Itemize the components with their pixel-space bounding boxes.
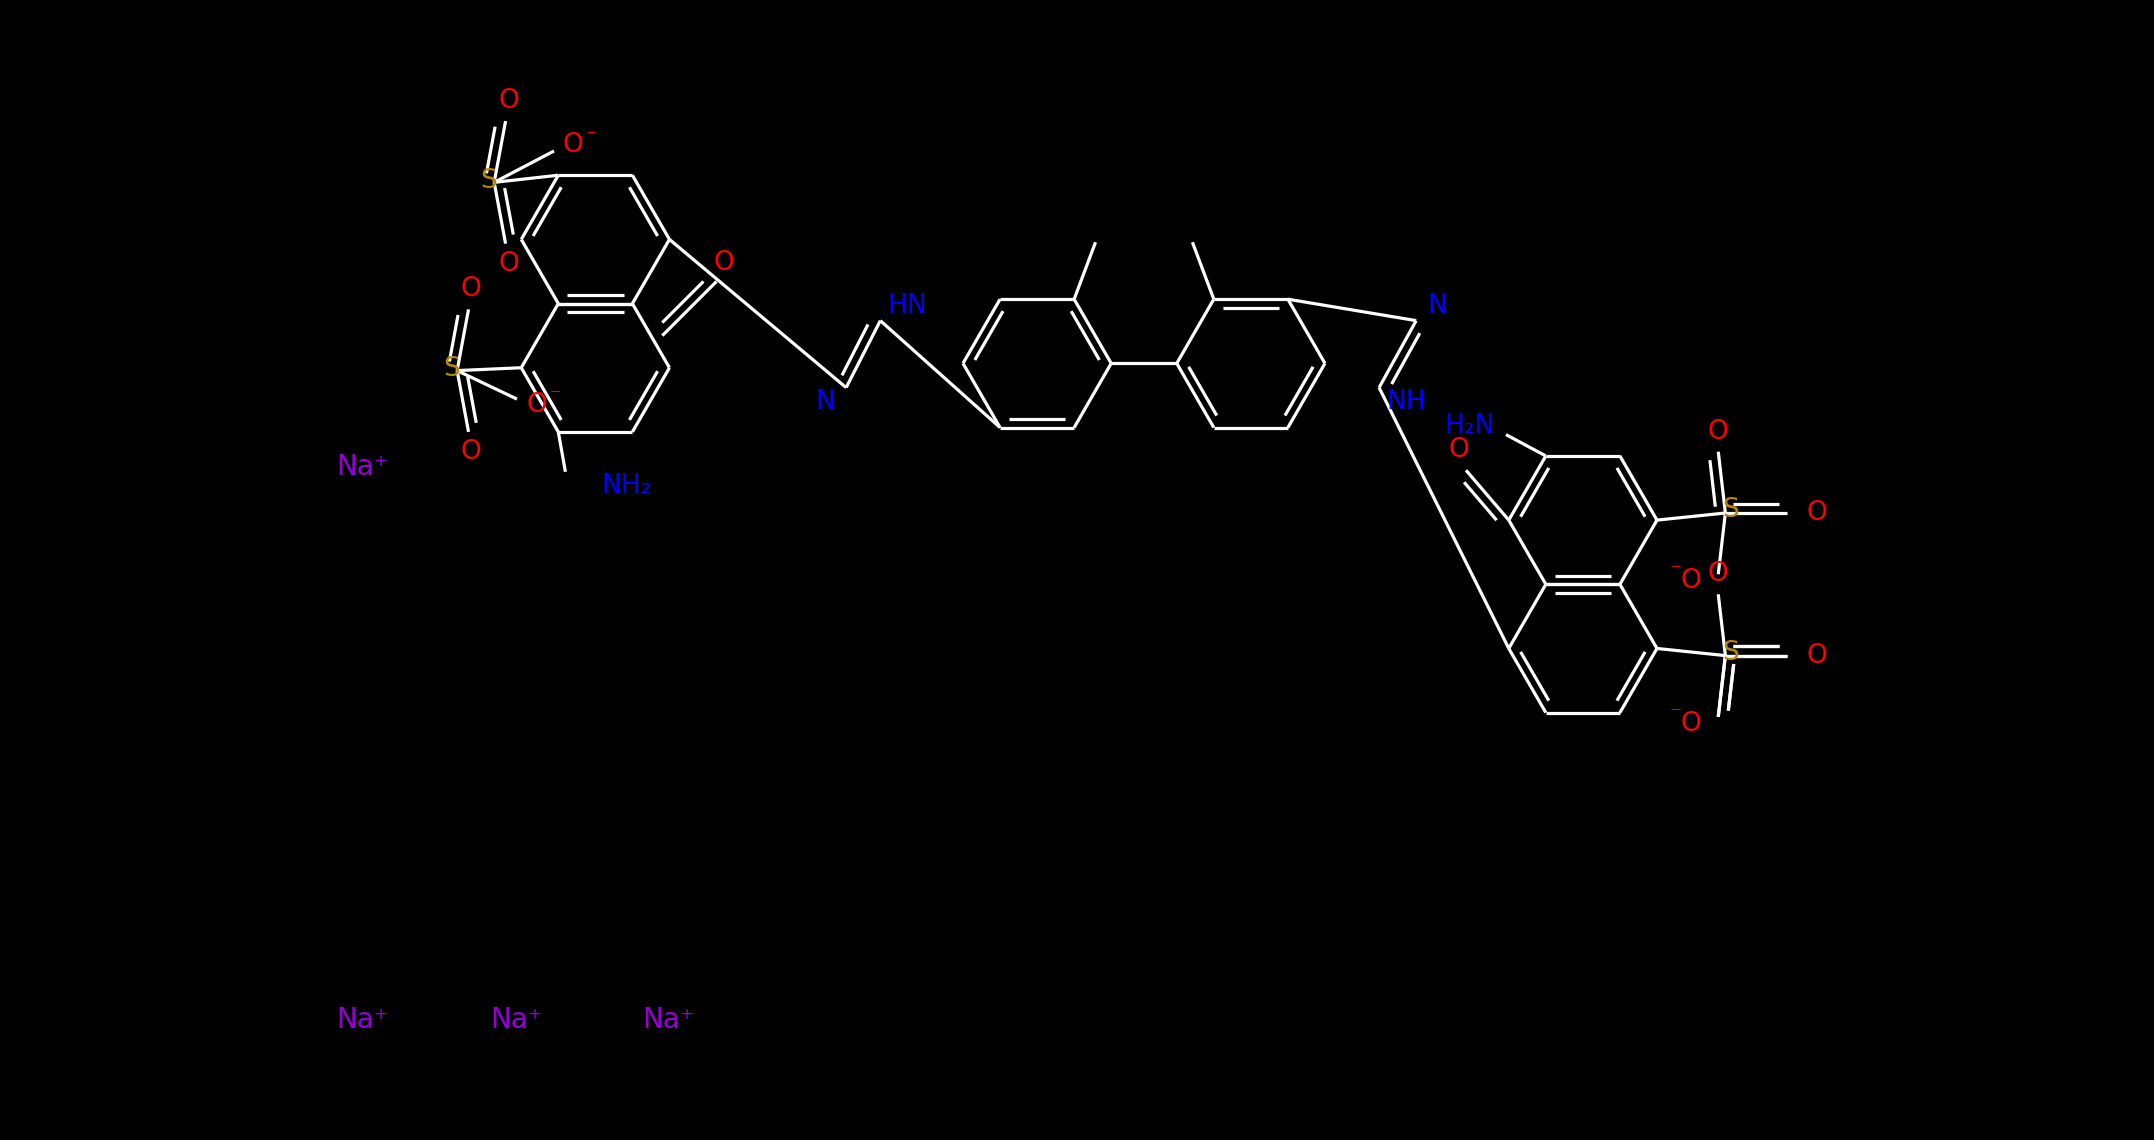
Text: ⁻: ⁻ (549, 386, 560, 406)
Text: O: O (461, 439, 482, 465)
Text: ⁻: ⁻ (586, 127, 597, 147)
Text: O: O (461, 276, 482, 302)
Text: Na⁺: Na⁺ (489, 1007, 543, 1034)
Text: S: S (1723, 640, 1740, 666)
Text: O: O (526, 392, 547, 417)
Text: ⁻: ⁻ (1669, 561, 1682, 581)
Text: O: O (498, 251, 519, 277)
Text: O: O (1708, 418, 1730, 445)
Text: O: O (1708, 561, 1730, 587)
Text: H₂N: H₂N (1445, 413, 1495, 439)
Text: NH: NH (1387, 389, 1426, 415)
Text: N: N (814, 389, 836, 415)
Text: O: O (1807, 500, 1827, 526)
Text: S: S (444, 356, 459, 382)
Text: ⁻: ⁻ (1669, 705, 1682, 724)
Text: Na⁺: Na⁺ (336, 454, 388, 481)
Text: N: N (1428, 293, 1447, 319)
Text: O: O (498, 88, 519, 114)
Text: Na⁺: Na⁺ (642, 1007, 696, 1034)
Text: O: O (1807, 643, 1827, 668)
Text: HN: HN (887, 293, 926, 319)
Text: O: O (713, 250, 735, 276)
Text: O: O (1680, 569, 1702, 594)
Text: O: O (1447, 438, 1469, 463)
Text: O: O (1680, 711, 1702, 736)
Text: Na⁺: Na⁺ (336, 1007, 388, 1034)
Text: NH₂: NH₂ (601, 473, 651, 499)
Text: S: S (480, 168, 498, 194)
Text: O: O (562, 132, 584, 158)
Text: S: S (1723, 497, 1740, 523)
